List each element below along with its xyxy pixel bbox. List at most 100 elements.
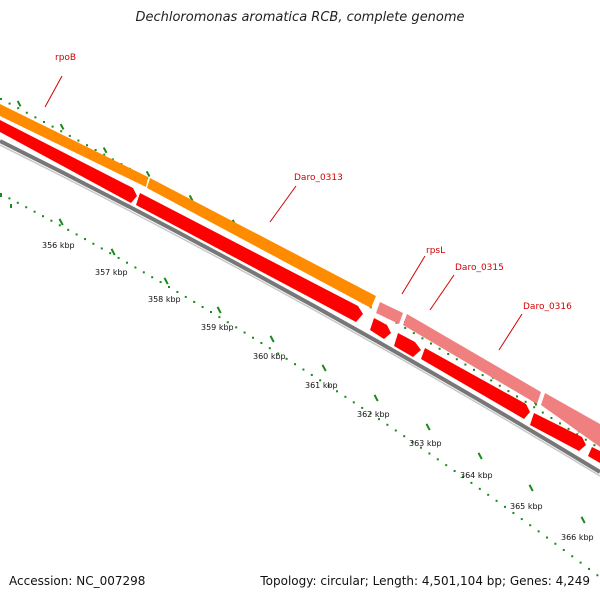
gc-dot — [8, 102, 11, 105]
gene-label-daro-0313: Daro_0313 — [294, 173, 343, 183]
gc-tick — [145, 170, 151, 178]
kbp-tick — [269, 335, 275, 343]
gc-dot — [184, 295, 187, 298]
gc-dot — [43, 120, 45, 123]
gc-dot — [16, 201, 19, 204]
gc-dot — [438, 347, 441, 350]
gene-bar-daro-0316 — [541, 393, 600, 447]
gc-dot — [430, 342, 432, 345]
cds-arrow — [421, 348, 530, 419]
genome-summary-text: Topology: circular; Length: 4,501,104 bp… — [260, 574, 590, 588]
gc-dot — [529, 524, 532, 527]
gc-dot — [84, 238, 86, 241]
kbp-tick — [321, 364, 327, 372]
gc-dot — [302, 368, 305, 371]
gene-label-daro-0315: Daro_0315 — [455, 263, 504, 273]
kbp-label: 359 kbp — [201, 323, 234, 332]
map-title: Dechloromonas aromatica RCB, complete ge… — [135, 10, 465, 25]
gc-dot — [109, 252, 112, 255]
gc-tick — [102, 147, 108, 154]
gene-label-daro-0316: Daro_0316 — [523, 302, 572, 312]
gc-dot — [327, 384, 330, 387]
gc-tick — [10, 204, 12, 208]
gc-dot — [235, 326, 238, 329]
kbp-label: 362 kbp — [357, 410, 390, 419]
gc-dot — [550, 416, 553, 419]
gc-dot — [593, 444, 596, 447]
gc-dot — [34, 116, 37, 119]
gc-dot — [447, 353, 450, 356]
gc-dot — [455, 358, 458, 361]
gc-dot — [103, 153, 106, 156]
kbp-label: 357 kbp — [95, 268, 128, 277]
gc-dot — [533, 406, 536, 409]
kbp-tick — [425, 423, 431, 431]
kbp-tick — [163, 277, 169, 285]
gc-dot — [252, 336, 254, 339]
gc-dot — [412, 332, 415, 335]
gene-labels — [44, 75, 523, 351]
gene-bar-rpsl — [376, 302, 403, 324]
gc-dot — [226, 321, 229, 324]
gc-track-inner — [0, 193, 599, 577]
gc-dot — [562, 549, 565, 552]
gc-dot — [126, 261, 128, 264]
gc-dot — [111, 158, 114, 161]
gc-dot — [344, 395, 347, 398]
gc-dot — [134, 266, 137, 269]
kbp-tick — [477, 452, 483, 460]
gc-dot — [92, 242, 95, 245]
kbp-tick — [216, 306, 222, 314]
leader-line-daro-0315 — [429, 274, 455, 311]
gc-dot — [378, 418, 380, 421]
cds-track — [0, 120, 600, 463]
cds-arrow — [530, 413, 586, 451]
gc-dot — [159, 281, 162, 284]
gc-tick — [0, 193, 2, 197]
gc-dot — [524, 400, 527, 403]
kbp-label: 365 kbp — [510, 502, 543, 511]
leader-line-daro-0313 — [269, 185, 297, 223]
accession-text: Accession: NC_007298 — [9, 574, 146, 588]
gc-dot — [453, 470, 456, 473]
gc-dot — [464, 363, 467, 366]
gc-dot — [404, 326, 407, 329]
gc-dot — [495, 499, 498, 502]
kbp-tick — [58, 218, 64, 226]
kbp-label: 363 kbp — [409, 439, 442, 448]
kbp-label: 366 kbp — [561, 533, 594, 542]
gc-dot — [567, 427, 570, 430]
gc-dot — [541, 411, 544, 414]
gc-dot — [361, 406, 364, 409]
kbp-label: 364 kbp — [460, 471, 493, 480]
gc-dot — [117, 256, 120, 259]
gc-dot — [394, 429, 397, 432]
gc-dot — [294, 363, 296, 366]
gc-dot — [504, 505, 506, 508]
gc-dot — [25, 111, 28, 114]
gc-dot — [50, 219, 53, 222]
gc-dot — [193, 300, 196, 303]
gc-dot — [478, 487, 481, 490]
gc-dot — [260, 341, 263, 344]
gc-dot — [142, 271, 145, 274]
kbp-label: 356 kbp — [42, 241, 75, 250]
gc-dot — [579, 561, 582, 564]
gc-dot — [25, 206, 28, 209]
gene-bar-rpob — [0, 104, 148, 187]
gc-dot — [68, 134, 71, 137]
gc-dot — [51, 125, 54, 128]
leader-line-daro-0316 — [498, 313, 523, 351]
cds-arrow — [370, 318, 391, 339]
gc-dot — [310, 373, 313, 376]
gene-label-rpsl: rpsL — [426, 246, 445, 256]
cds-arrow — [394, 333, 421, 357]
gene-track — [0, 104, 600, 447]
gc-dot — [67, 228, 70, 231]
genome-backbone — [0, 139, 600, 474]
gc-dot — [0, 98, 2, 100]
gc-dot — [201, 305, 204, 308]
gc-dot — [86, 144, 88, 147]
cds-arrow — [136, 193, 363, 322]
